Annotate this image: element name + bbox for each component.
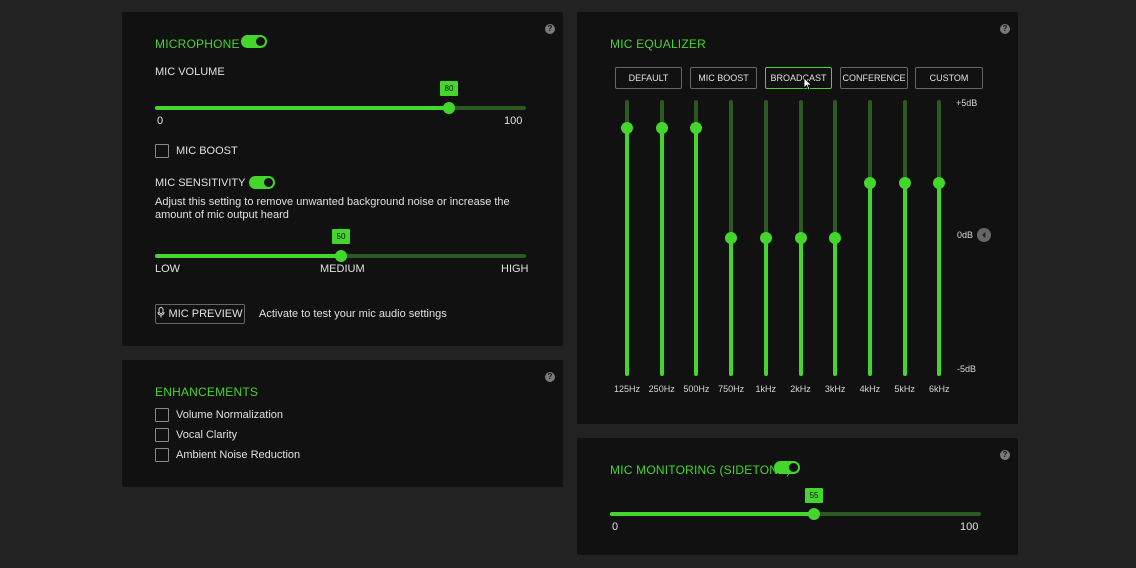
sidetone-slider-fill: [610, 512, 814, 516]
db-mid-label: 0dB: [957, 230, 974, 240]
eq-band-slider-fill: [659, 127, 664, 376]
ambient-noise-reduction-checkbox[interactable]: [155, 448, 169, 462]
eq-band-slider-fill: [729, 238, 734, 376]
sidetone-value-badge: 55: [805, 488, 823, 503]
vocal-clarity-checkbox[interactable]: [155, 428, 169, 442]
reset-eq-icon[interactable]: [977, 228, 991, 242]
eq-band-slider-thumb[interactable]: [690, 121, 703, 134]
mic-sensitivity-slider-fill: [155, 254, 341, 258]
enhancements-panel: ? ENHANCEMENTS Volume Normalization Voca…: [122, 360, 563, 487]
help-icon[interactable]: ?: [545, 372, 555, 382]
eq-band-slider-fill: [625, 127, 629, 376]
mic-monitoring-toggle[interactable]: [774, 461, 800, 474]
mic-sensitivity-slider-thumb[interactable]: [335, 250, 347, 262]
vocal-clarity-label: Vocal Clarity: [176, 429, 238, 441]
mic-preview-description: Activate to test your mic audio settings: [259, 308, 447, 320]
eq-band-slider-thumb[interactable]: [794, 232, 807, 244]
eq-band-label: 3kHz: [824, 384, 846, 394]
microphone-panel: ? MICROPHONE MIC VOLUME 80 0 100 MIC BOO…: [122, 12, 563, 346]
mic-volume-slider[interactable]: [155, 102, 526, 114]
eq-band-label: 500Hz: [683, 384, 710, 394]
eq-band-label: 750Hz: [718, 384, 745, 394]
eq-band-label: 5kHz: [894, 384, 915, 394]
eq-band-slider[interactable]: [867, 100, 872, 376]
eq-band-slider-thumb[interactable]: [759, 232, 772, 244]
toggle-knob: [264, 178, 273, 187]
help-icon[interactable]: ?: [545, 24, 555, 34]
sidetone-min-label: 0: [612, 521, 619, 533]
eq-band-label: 2kHz: [790, 384, 811, 394]
mic-monitoring-panel: ? MIC MONITORING (SIDETONE) 55 0 100: [577, 438, 1018, 555]
mic-sensitivity-slider[interactable]: [155, 250, 526, 262]
eq-band-slider-thumb[interactable]: [898, 176, 911, 189]
eq-band-slider-fill: [798, 238, 803, 376]
eq-band-slider-fill: [763, 238, 768, 376]
ambient-noise-reduction-label: Ambient Noise Reduction: [176, 449, 301, 461]
preset-conference-button[interactable]: CONFERENCE: [840, 67, 908, 89]
mic-monitoring-title: MIC MONITORING (SIDETONE): [610, 463, 791, 477]
enhancements-title: ENHANCEMENTS: [155, 385, 259, 399]
preset-mic-boost-button[interactable]: MIC BOOST: [690, 67, 757, 89]
eq-band-slider-fill: [902, 182, 907, 376]
sidetone-max-label: 100: [960, 521, 979, 533]
db-top-label: +5dB: [956, 98, 978, 108]
mouse-cursor-icon: [803, 77, 813, 91]
mic-volume-max: 100: [504, 115, 523, 127]
toggle-knob: [789, 463, 798, 472]
sidetone-slider[interactable]: [610, 508, 981, 520]
microphone-toggle[interactable]: [241, 35, 267, 48]
eq-band-slider-fill: [694, 127, 699, 376]
eq-band-slider-fill: [833, 238, 838, 376]
eq-band-label: 1kHz: [755, 384, 777, 394]
mic-sensitivity-label: MIC SENSITIVITY: [155, 177, 246, 189]
preset-default-button[interactable]: DEFAULT: [615, 67, 682, 89]
eq-band-label: 4kHz: [859, 384, 881, 394]
help-icon[interactable]: ?: [1000, 24, 1010, 34]
eq-band-slider[interactable]: [659, 100, 664, 376]
volume-normalization-label: Volume Normalization: [176, 409, 283, 421]
mic-boost-label: MIC BOOST: [176, 145, 238, 157]
db-bottom-label: -5dB: [957, 364, 977, 374]
mic-preview-button[interactable]: MIC PREVIEW: [155, 304, 245, 324]
eq-band-slider-fill: [937, 182, 942, 376]
mic-sensitivity-toggle[interactable]: [249, 176, 275, 189]
toggle-knob: [256, 37, 265, 46]
eq-band-slider-thumb[interactable]: [655, 121, 668, 134]
eq-band-slider-thumb[interactable]: [725, 232, 738, 244]
sensitivity-low-label: LOW: [155, 263, 181, 275]
mic-volume-min: 0: [157, 115, 164, 127]
eq-band-slider[interactable]: [902, 100, 907, 376]
eq-band-label: 250Hz: [648, 384, 675, 394]
mic-preview-label: MIC PREVIEW: [168, 308, 243, 320]
help-icon[interactable]: ?: [1000, 450, 1010, 460]
microphone-icon: [157, 307, 165, 318]
eq-band-slider-thumb[interactable]: [829, 232, 842, 244]
sensitivity-high-label: HIGH: [501, 263, 529, 275]
eq-band-slider[interactable]: [937, 100, 942, 376]
eq-band-label: 125Hz: [613, 384, 641, 394]
preset-custom-button[interactable]: CUSTOM: [915, 67, 983, 89]
eq-band-slider-thumb[interactable]: [621, 121, 633, 134]
triangle-left-icon: [982, 232, 986, 238]
eq-band-label: 6kHz: [929, 384, 950, 394]
eq-band-slider[interactable]: [625, 100, 629, 376]
mic-volume-label: MIC VOLUME: [155, 66, 225, 78]
mic-equalizer-panel: ? MIC EQUALIZER DEFAULT MIC BOOST BROADC…: [577, 12, 1018, 424]
sensitivity-medium-label: MEDIUM: [320, 263, 365, 275]
mic-volume-slider-thumb[interactable]: [443, 102, 455, 114]
mic-sensitivity-description: Adjust this setting to remove unwanted b…: [155, 196, 510, 221]
mic-volume-value-badge: 80: [440, 81, 458, 96]
mic-volume-slider-fill: [155, 106, 449, 110]
mic-boost-checkbox[interactable]: [155, 144, 169, 158]
mic-sensitivity-value-badge: 50: [332, 229, 350, 244]
eq-band-slider-thumb[interactable]: [863, 176, 876, 189]
preset-broadcast-button[interactable]: BROADCAST: [765, 67, 832, 89]
mic-equalizer-title: MIC EQUALIZER: [610, 37, 706, 51]
eq-band-slider-thumb[interactable]: [933, 176, 946, 189]
volume-normalization-checkbox[interactable]: [155, 408, 169, 422]
microphone-title: MICROPHONE: [155, 37, 240, 51]
eq-band-slider-fill: [867, 182, 872, 376]
eq-band-slider[interactable]: [694, 100, 699, 376]
sidetone-slider-thumb[interactable]: [808, 508, 820, 520]
